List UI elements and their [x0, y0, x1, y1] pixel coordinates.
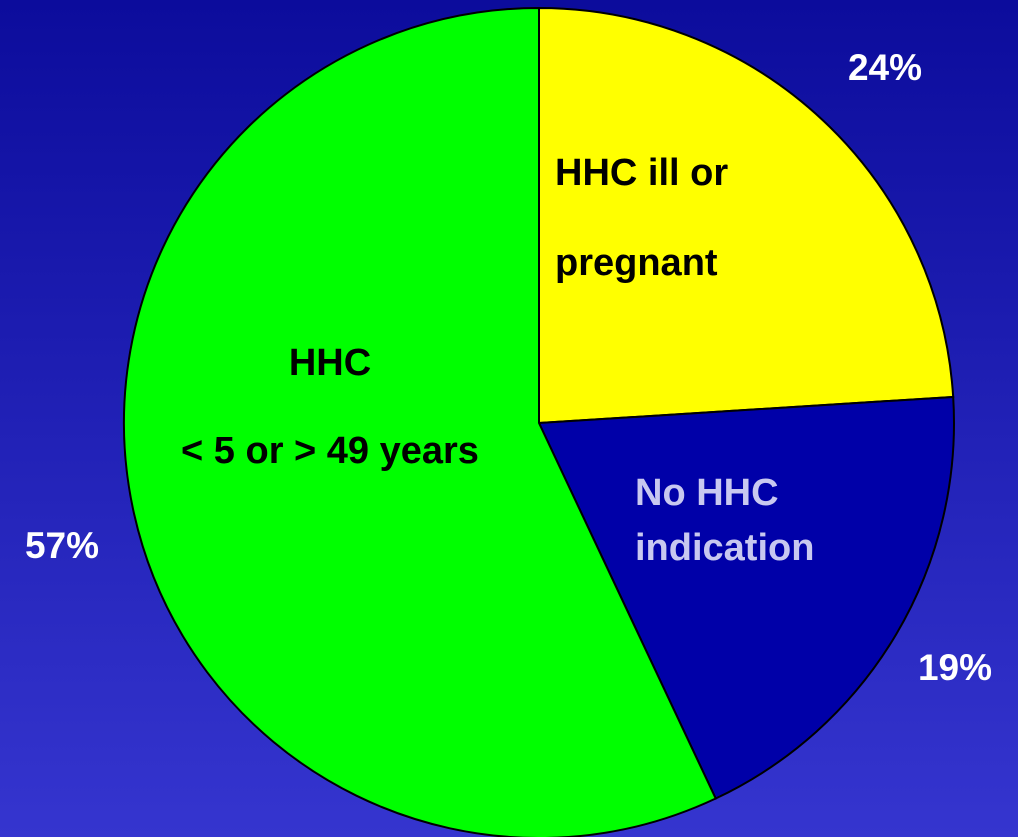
pie-slice [537, 395, 955, 800]
slice-label: pregnant [555, 242, 718, 284]
value-label: 57% [25, 525, 99, 566]
slice-label: < 5 or > 49 years [181, 430, 479, 472]
pie-slice [538, 6, 955, 425]
slice-label: No HHC [635, 472, 779, 514]
slice-label: HHC ill or [555, 152, 728, 194]
slice-label: indication [635, 527, 814, 569]
value-label: 24% [848, 47, 922, 88]
slice-label: HHC [289, 342, 371, 384]
value-label: 19% [918, 647, 992, 688]
pie-slice [123, 6, 718, 837]
